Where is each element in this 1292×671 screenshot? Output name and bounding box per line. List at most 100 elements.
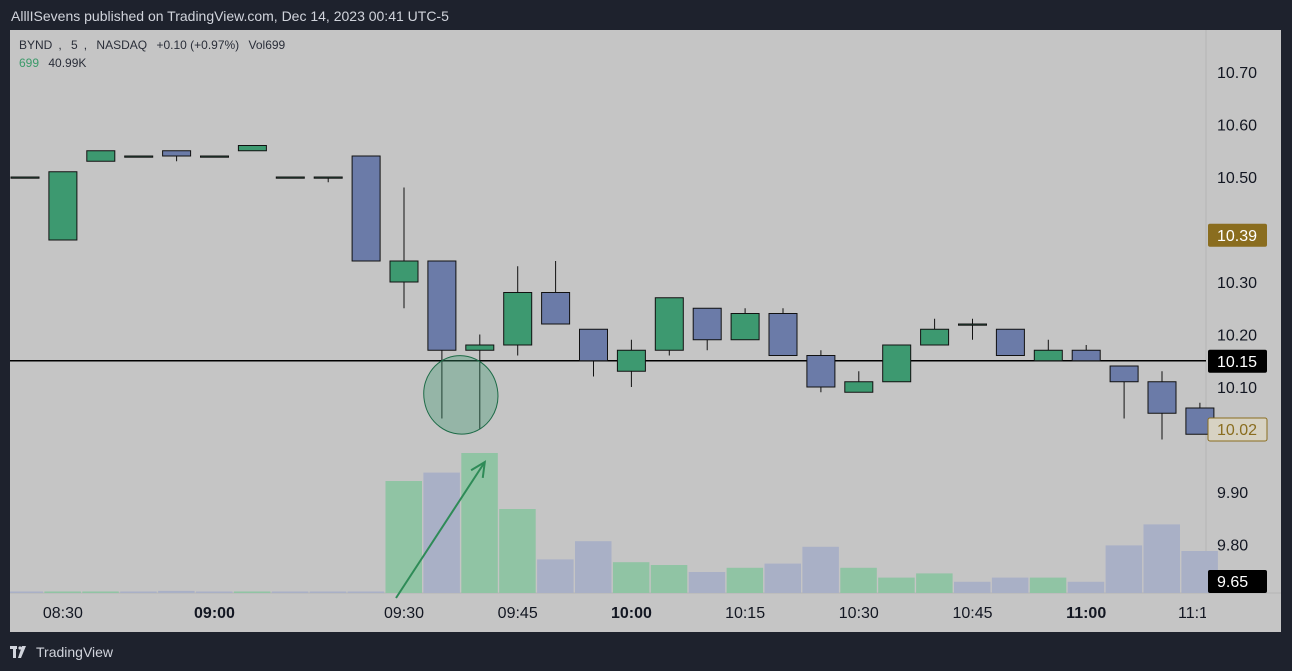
candle[interactable]: [541, 292, 571, 325]
price-label: 10.15: [1217, 354, 1257, 371]
time-tick-label: 10:00: [611, 605, 652, 622]
candle[interactable]: [730, 313, 760, 341]
candle[interactable]: [1071, 349, 1101, 362]
price-tick-label: 10.20: [1217, 328, 1257, 345]
candle[interactable]: [503, 292, 533, 346]
legend-symbol[interactable]: BYND: [19, 38, 53, 52]
candle[interactable]: [465, 344, 495, 351]
volume-bar: [916, 573, 953, 593]
legend-exchange: NASDAQ: [96, 38, 148, 52]
volume-bar: [954, 581, 991, 593]
volume-bar: [461, 453, 498, 593]
legend-interval: 5: [71, 38, 78, 52]
candle[interactable]: [427, 260, 457, 351]
time-tick-label: 09:00: [194, 605, 235, 622]
candle[interactable]: [162, 150, 192, 157]
volume-bar: [271, 591, 309, 593]
legend-sep-1: ,: [58, 38, 62, 52]
candle[interactable]: [616, 349, 646, 372]
footer-brand[interactable]: TradingView: [36, 644, 114, 660]
volume-bar: [575, 541, 612, 593]
candle[interactable]: [768, 313, 798, 356]
candle[interactable]: [389, 260, 419, 283]
price-tick-label: 10.10: [1217, 380, 1257, 397]
volume-bar: [612, 562, 650, 593]
time-tick-label: 11:00: [1066, 605, 1106, 622]
candle[interactable]: [237, 145, 267, 152]
candle[interactable]: [313, 176, 343, 179]
volume-bar: [423, 472, 460, 593]
highlight-ellipse[interactable]: [418, 350, 505, 440]
publish-header: AlllISevens published on TradingView.com…: [0, 0, 1292, 30]
volume-bar: [385, 481, 422, 593]
candlestick-chart[interactable]: 10.70 10.60 10.50 10.30 10.20 10.10 9.90 9.80 10…: [10, 30, 1281, 632]
volume-bar: [347, 591, 385, 593]
chart-frame[interactable]: 10.70 10.60 10.50 10.30 10.20 10.10 9.90 9.80 10…: [10, 30, 1281, 632]
candle[interactable]: [48, 171, 78, 241]
volume-bar: [991, 577, 1029, 593]
volume-bar: [1067, 581, 1105, 593]
volume-bar: [688, 572, 726, 593]
candle[interactable]: [958, 323, 987, 326]
candle[interactable]: [1033, 349, 1063, 362]
price-tick-label: 10.50: [1217, 170, 1257, 187]
volume-bar: [802, 546, 839, 593]
volume-bar: [878, 577, 915, 593]
volume-bar: [309, 591, 347, 593]
time-tick-label: 09:30: [384, 605, 424, 622]
candle[interactable]: [351, 155, 381, 262]
volume-green-value: 699: [19, 56, 40, 70]
volume-bar: [196, 591, 233, 593]
candle[interactable]: [844, 381, 874, 393]
trend-arrow-head: [470, 460, 487, 478]
time-tick-label: 08:30: [43, 605, 83, 622]
candle[interactable]: [124, 155, 154, 158]
price-label: 10.39: [1217, 228, 1257, 245]
volume-bar: [650, 565, 688, 593]
candle[interactable]: [920, 328, 950, 346]
price-tick-label: 9.80: [1217, 538, 1248, 555]
volume-total-value: 40.99K: [48, 56, 87, 70]
volume-bar: [120, 591, 157, 593]
volume-bar: [233, 591, 271, 593]
volume-bar: [10, 591, 43, 593]
time-tick-label: 09:45: [498, 605, 538, 622]
chart-background: [10, 30, 1281, 632]
volume-bar: [764, 563, 801, 593]
candle[interactable]: [654, 297, 684, 351]
volume-bar: [158, 590, 195, 593]
candle[interactable]: [806, 355, 836, 388]
axis-corner: [1206, 594, 1281, 632]
legend-volume: Vol699: [248, 38, 286, 52]
volume-bar: [1029, 577, 1067, 593]
candle[interactable]: [882, 344, 912, 383]
publish-line: AlllISevens published on TradingView.com…: [11, 8, 449, 24]
volume-bar: [726, 567, 764, 593]
price-label: 10.02: [1217, 422, 1257, 439]
legend-change: +0.10 (+0.97%): [156, 38, 240, 52]
price-tick-label: 10.60: [1217, 118, 1257, 135]
trend-arrow[interactable]: [395, 461, 486, 599]
candle[interactable]: [579, 328, 608, 362]
price-label-box: [1207, 417, 1268, 442]
footer: TradingView: [10, 640, 113, 664]
price-label-box: [1208, 223, 1267, 247]
legend-sep-2: ,: [83, 38, 88, 52]
candle[interactable]: [1109, 365, 1139, 383]
time-tick-label: 10:30: [839, 605, 879, 622]
symbol-legend: BYND, 5, NASDAQ +0.10 (+0.97%) Vol699: [19, 38, 291, 52]
tradingview-logo-icon[interactable]: [10, 641, 30, 665]
price-label-box: [1208, 570, 1267, 593]
candle[interactable]: [275, 176, 305, 179]
candle[interactable]: [200, 155, 229, 158]
candle[interactable]: [995, 328, 1025, 356]
volume-legend: 699 40.99K: [19, 56, 86, 70]
candle[interactable]: [10, 176, 40, 179]
volume-bar: [537, 559, 574, 593]
volume-bar: [1143, 524, 1180, 593]
candle[interactable]: [692, 307, 722, 341]
time-tick-label: 10:15: [725, 605, 765, 622]
candle[interactable]: [1147, 381, 1177, 414]
candle[interactable]: [86, 150, 116, 162]
volume-bar: [1105, 545, 1143, 593]
